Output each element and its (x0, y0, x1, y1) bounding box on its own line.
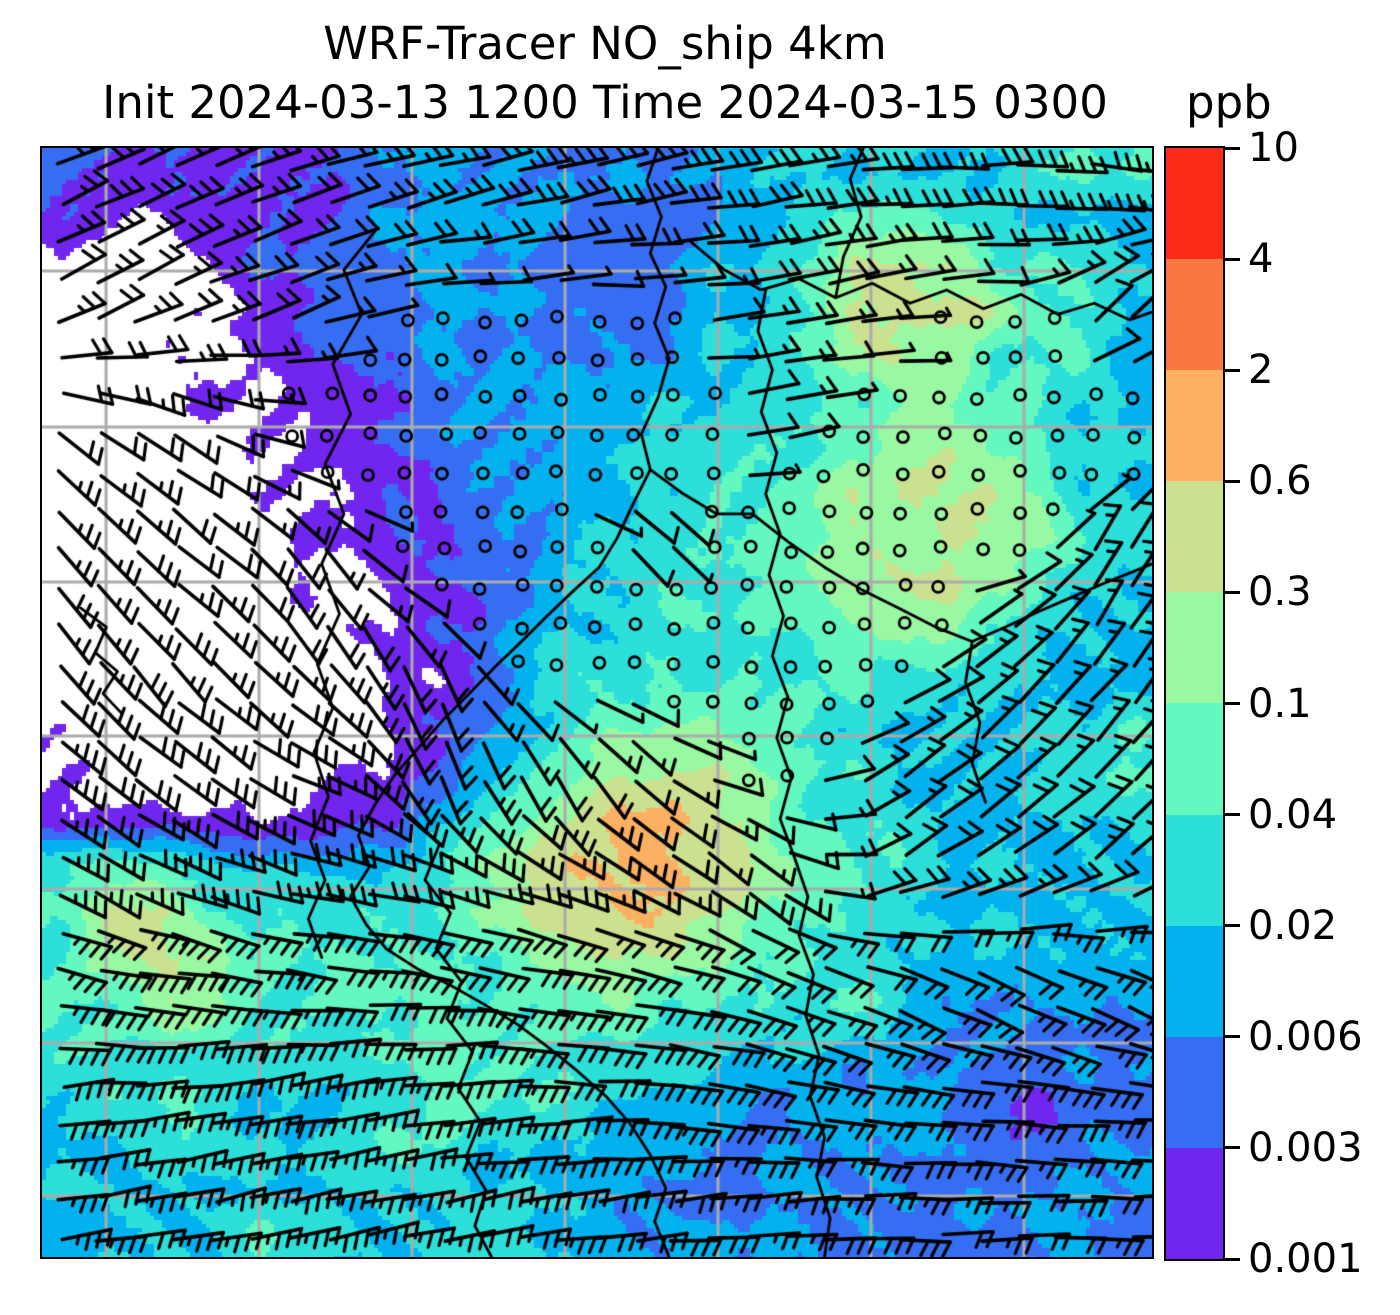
colorbar-segment-1 (1166, 1036, 1223, 1148)
colorbar-segment-6 (1166, 481, 1223, 593)
colorbar-segment-2 (1166, 925, 1223, 1037)
colorbar-tick-label-7: 0.6 (1248, 458, 1312, 505)
colorbar-segment-7 (1166, 370, 1223, 482)
colorbar-tick-label-2: 0.006 (1248, 1013, 1363, 1060)
colorbar-segment-8 (1166, 259, 1223, 371)
colorbar-tick-8 (1225, 368, 1240, 372)
colorbar-tick-label-3: 0.02 (1248, 902, 1338, 949)
plot-title-line1: WRF-Tracer NO_ship 4km (323, 17, 887, 70)
colorbar-tick-label-4: 0.04 (1248, 791, 1338, 838)
colorbar-segment-3 (1166, 814, 1223, 926)
plot-title: WRF-Tracer NO_ship 4km Init 2024-03-13 1… (0, 14, 1210, 132)
plot-title-line2: Init 2024-03-13 1200 Time 2024-03-15 030… (102, 76, 1108, 129)
colorbar-segment-0 (1166, 1147, 1223, 1259)
colorbar-tick-label-9: 4 (1248, 236, 1274, 283)
colorbar-tick-4 (1225, 813, 1240, 817)
map-canvas (42, 148, 1152, 1257)
units-label: ppb (1186, 76, 1272, 129)
colorbar-tick-3 (1225, 924, 1240, 928)
colorbar-tick-6 (1225, 590, 1240, 594)
colorbar-tick-0 (1225, 1257, 1240, 1261)
colorbar: 0.001 0.003 0.006 0.02 0.04 0.1 0.3 0.6 2 4 10 (1164, 125, 1400, 1315)
colorbar-tick-9 (1225, 257, 1240, 261)
colorbar-tick-label-10: 10 (1248, 125, 1299, 171)
colorbar-tick-label-8: 2 (1248, 347, 1274, 394)
colorbar-tick-label-1: 0.003 (1248, 1124, 1363, 1171)
map-frame (40, 146, 1154, 1259)
colorbar-tick-5 (1225, 702, 1240, 705)
colorbar-tick-label-5: 0.1 (1248, 680, 1312, 727)
colorbar-segment-5 (1166, 592, 1223, 704)
colorbar-tick-label-6: 0.3 (1248, 569, 1312, 616)
colorbar-tick-7 (1225, 479, 1240, 483)
colorbar-tick-10 (1225, 146, 1240, 150)
colorbar-tick-1 (1225, 1146, 1240, 1150)
colorbar-tick-2 (1225, 1035, 1240, 1039)
colorbar-tick-label-0: 0.001 (1248, 1236, 1363, 1282)
colorbar-bar (1164, 146, 1225, 1261)
colorbar-segment-9 (1166, 148, 1223, 260)
colorbar-segment-4 (1166, 703, 1223, 815)
